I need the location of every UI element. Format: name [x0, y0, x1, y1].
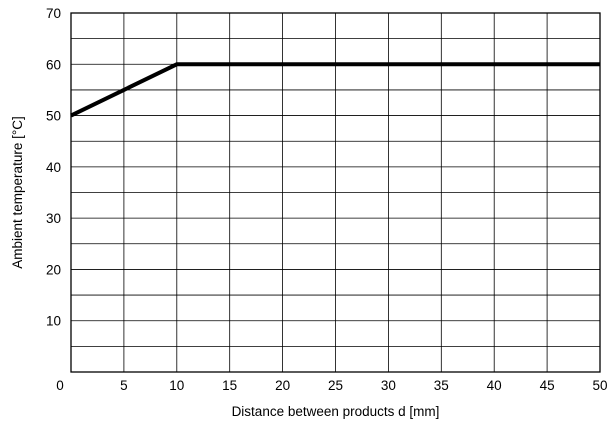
- x-tick-label: 25: [328, 378, 343, 393]
- y-tick-label: 40: [46, 160, 61, 175]
- x-tick-labels: 0 5 10 15 20 25 30 35 40 45 50: [56, 378, 607, 393]
- x-tick-label: 45: [540, 378, 555, 393]
- x-axis-title: Distance between products d [mm]: [232, 404, 440, 419]
- x-tick-label: 10: [169, 378, 184, 393]
- y-tick-label: 70: [46, 6, 61, 21]
- plot-frame: [70, 12, 601, 373]
- x-tick-label: 20: [275, 378, 290, 393]
- series-line-0: [70, 62, 600, 118]
- y-axis-title: Ambient temperature [°C]: [10, 116, 25, 268]
- x-tick-label: 50: [592, 378, 607, 393]
- x-tick-label: 15: [222, 378, 237, 393]
- x-tick-label: 40: [487, 378, 502, 393]
- x-tick-label: 35: [434, 378, 449, 393]
- y-tick-label: 30: [46, 211, 61, 226]
- y-tick-label: 20: [46, 262, 61, 277]
- y-tick-label: 60: [46, 57, 61, 72]
- grid: [71, 13, 600, 372]
- y-tick-labels: 10 20 30 40 50 60 70: [46, 6, 61, 329]
- x-tick-label: 0: [56, 378, 64, 393]
- series-layer: [70, 62, 600, 118]
- x-tick-label: 30: [381, 378, 396, 393]
- x-tick-label: 5: [120, 378, 128, 393]
- y-tick-label: 10: [46, 314, 61, 329]
- y-tick-label: 50: [46, 109, 61, 124]
